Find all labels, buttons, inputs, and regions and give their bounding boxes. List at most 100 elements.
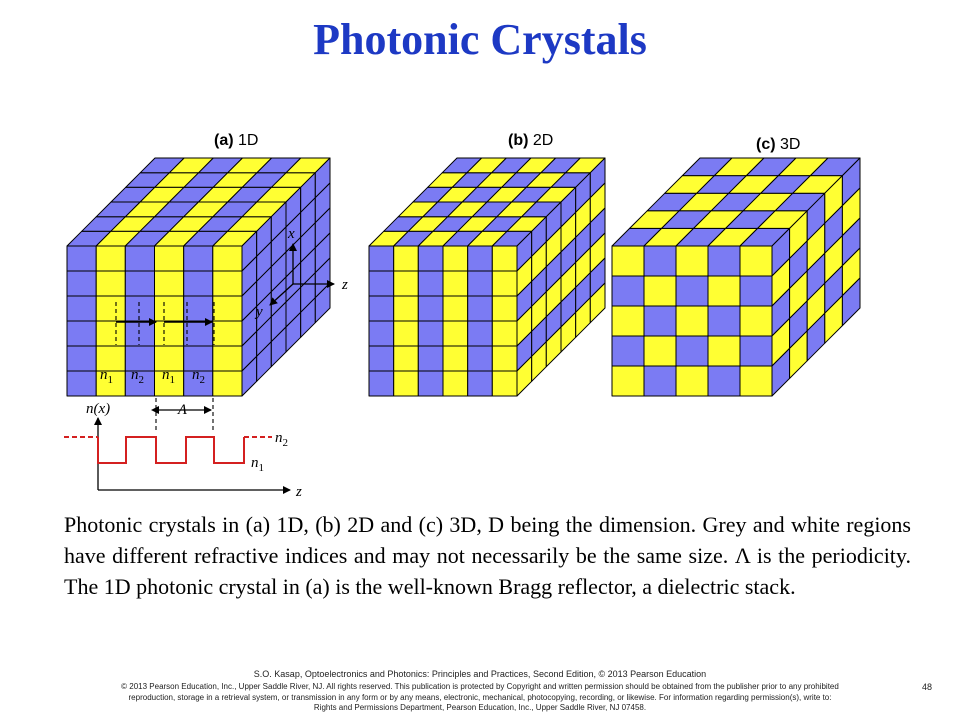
front-face-cell — [491, 320, 518, 347]
front-face-cell — [417, 270, 444, 297]
front-face-cell — [368, 270, 395, 297]
front-face-cell — [643, 335, 677, 367]
front-face-cell — [611, 335, 645, 367]
layer-label-n2-first: n2 — [131, 367, 144, 386]
front-face-cell — [643, 365, 677, 397]
front-face-cell — [66, 370, 97, 397]
front-face-cell — [442, 270, 469, 297]
crystal-1d-stack — [66, 157, 331, 397]
front-face-cell — [183, 245, 214, 272]
front-face-cell — [183, 270, 214, 297]
front-face-cell — [417, 370, 444, 397]
front-face-cell — [66, 245, 97, 272]
front-face-cell — [393, 270, 419, 297]
front-face-cell — [739, 305, 773, 337]
front-face-cell — [643, 305, 677, 337]
front-face-cell — [739, 365, 773, 397]
front-face-cell — [643, 275, 677, 307]
front-face-cell — [417, 320, 444, 347]
front-face-cell — [66, 295, 97, 322]
y-axis-arrow — [269, 283, 294, 306]
front-face-cell — [442, 295, 469, 322]
front-face-cell — [393, 345, 419, 372]
front-face-cell — [95, 245, 126, 272]
layer-label-n2-second: n2 — [192, 367, 205, 386]
front-face-cell — [393, 245, 419, 272]
front-face-cell — [368, 245, 395, 272]
layer-label-n1-second: n1 — [162, 367, 175, 386]
front-face-cell — [675, 275, 709, 307]
front-face-cell — [442, 320, 469, 347]
front-face-cell — [66, 320, 97, 347]
front-face-cell — [491, 270, 518, 297]
copyright-line-2: reproduction, storage in a retrieval sys… — [128, 692, 832, 702]
front-face-cell — [212, 370, 243, 397]
y-axis-label: y — [254, 304, 263, 320]
front-face-cell — [183, 320, 214, 347]
front-face-cell — [467, 320, 493, 347]
front-face-cell — [368, 320, 395, 347]
front-face-cell — [467, 245, 493, 272]
front-face-cell — [417, 245, 444, 272]
page-number: 48 — [922, 682, 933, 692]
front-face-cell — [707, 365, 741, 397]
panel-a-label: (a) 1D — [214, 132, 258, 149]
layer-guides — [115, 302, 215, 345]
front-face-cell — [611, 365, 645, 397]
front-face-cell — [154, 245, 185, 272]
front-face-cell — [212, 345, 243, 372]
layer-label-n1-first: n1 — [100, 367, 113, 386]
front-face-cell — [124, 270, 155, 297]
front-face-cell — [417, 295, 444, 322]
profile-step-curve — [97, 436, 245, 464]
front-face-cell — [707, 335, 741, 367]
front-face-cell — [491, 245, 518, 272]
front-face-cell — [442, 370, 469, 397]
figure-caption: Photonic crystals in (a) 1D, (b) 2D and … — [64, 512, 911, 599]
front-face-cell — [393, 295, 419, 322]
profile-y-label: n(x) — [86, 401, 110, 417]
copyright-line-3: Rights and Permissions Department, Pears… — [313, 703, 647, 713]
copyright-notice: © 2013 Pearson Education, Inc., Upper Sa… — [0, 682, 960, 714]
side-face-cell — [589, 282, 606, 324]
front-face-cell — [442, 345, 469, 372]
panel-c-label: (c) 3D — [756, 136, 800, 153]
front-face-cell — [611, 305, 645, 337]
front-face-cell — [417, 345, 444, 372]
front-face-cell — [66, 270, 97, 297]
front-face-cell — [124, 245, 155, 272]
front-face-cell — [467, 295, 493, 322]
front-face-cell — [154, 320, 185, 347]
front-face-cell — [154, 295, 185, 322]
axes-indicator — [269, 243, 335, 306]
front-face-cell — [739, 245, 773, 277]
front-face-cell — [124, 345, 155, 372]
front-face-cell — [95, 320, 126, 347]
front-face-cell — [393, 320, 419, 347]
front-face-cell — [368, 295, 395, 322]
front-face-cell — [183, 295, 214, 322]
source-citation: S.O. Kasap, Optoelectronics and Photonic… — [253, 669, 707, 679]
front-face-cell — [212, 295, 243, 322]
front-face-cell — [124, 295, 155, 322]
front-face-cell — [124, 320, 155, 347]
front-face-cell — [393, 370, 419, 397]
front-face-cell — [442, 245, 469, 272]
front-face-cell — [368, 345, 395, 372]
front-face-cell — [154, 270, 185, 297]
front-face-cell — [611, 245, 645, 277]
front-face-cell — [467, 270, 493, 297]
front-face-cell — [66, 345, 97, 372]
front-face-cell — [95, 295, 126, 322]
front-face-cell — [95, 270, 126, 297]
front-face-cell — [675, 335, 709, 367]
front-face-cell — [611, 275, 645, 307]
front-face-cell — [707, 245, 741, 277]
front-face-cell — [739, 275, 773, 307]
front-face-cell — [675, 365, 709, 397]
front-face-cell — [491, 370, 518, 397]
period-symbol: Λ — [176, 402, 187, 418]
front-face-cell — [675, 245, 709, 277]
profile-n2-label: n2 — [275, 430, 288, 449]
front-face-cell — [467, 370, 493, 397]
